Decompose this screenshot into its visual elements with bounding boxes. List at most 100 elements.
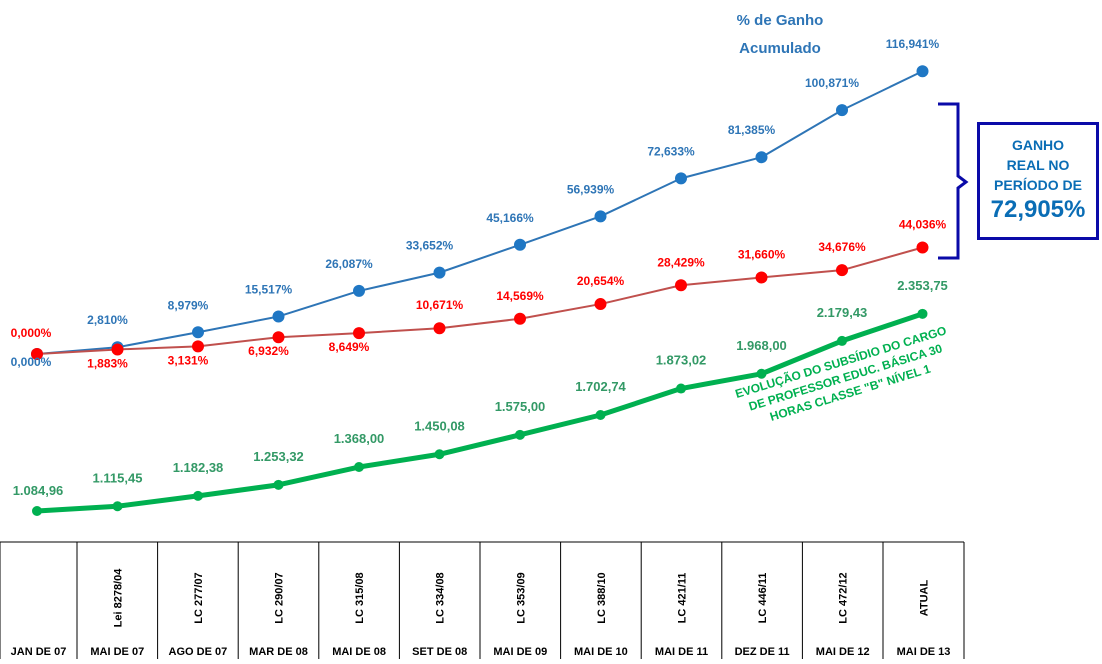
gain-box-value: 72,905% [990, 196, 1086, 223]
data-label-2-3: 1.253,32 [253, 449, 304, 464]
category-label-11: MAI DE 13 [897, 646, 951, 658]
data-point-0-8 [675, 172, 687, 185]
data-label-1-6: 14,569% [496, 289, 544, 303]
category-label-6: MAI DE 09 [493, 646, 547, 658]
category-label-2: AGO DE 07 [169, 646, 228, 658]
series-title-line-2: Acumulado [739, 40, 821, 57]
data-label-0-1: 2,810% [87, 313, 128, 327]
category-label-0: JAN DE 07 [11, 646, 67, 658]
data-label-2-2: 1.182,38 [173, 460, 224, 475]
data-point-2-6 [515, 429, 525, 440]
data-point-0-2 [192, 326, 204, 339]
data-point-1-7 [594, 298, 607, 311]
data-point-1-9 [755, 271, 768, 284]
data-point-0-3 [272, 310, 285, 323]
law-label-6: LC 353/09 [515, 572, 527, 623]
gain-box-line-2: REAL NO [1006, 157, 1070, 173]
data-label-2-9: 1.968,00 [736, 338, 787, 353]
data-point-0-4 [353, 284, 365, 297]
category-label-4: MAI DE 08 [332, 646, 386, 658]
category-label-3: MAR DE 08 [249, 646, 308, 658]
data-label-2-0: 1.084,96 [13, 483, 64, 498]
data-point-1-11 [916, 241, 929, 254]
data-label-2-11: 2.353,75 [897, 278, 948, 293]
data-label-0-9: 81,385% [728, 123, 776, 137]
data-label-1-2: 3,131% [168, 353, 209, 367]
data-label-2-7: 1.702,74 [575, 379, 626, 394]
law-label-7: LC 388/10 [596, 572, 608, 623]
data-label-1-11: 44,036% [899, 218, 947, 232]
data-label-1-5: 10,671% [416, 298, 464, 312]
data-label-1-8: 28,429% [657, 255, 705, 269]
series-line-1 [36, 246, 923, 355]
data-label-1-9: 31,660% [738, 247, 786, 261]
data-point-0-7 [594, 210, 607, 223]
series-points [31, 65, 929, 516]
law-label-11: ATUAL [919, 580, 931, 617]
category-label-9: DEZ DE 11 [735, 646, 790, 658]
law-label-10: LC 472/12 [838, 572, 850, 623]
data-label-0-2: 8,979% [168, 298, 209, 312]
data-point-0-9 [755, 151, 768, 164]
gain-box: GANHO REAL NO PERÍODO DE 72,905% [977, 122, 1099, 240]
data-point-2-2 [193, 490, 203, 501]
data-label-0-11: 116,941% [886, 37, 940, 51]
law-label-3: LC 290/07 [274, 572, 286, 623]
data-point-2-4 [354, 462, 364, 473]
data-point-2-10 [837, 335, 847, 346]
data-point-1-1 [111, 343, 124, 356]
law-label-4: LC 315/08 [354, 572, 366, 623]
gain-brace-path [938, 102, 969, 260]
data-point-0-10 [836, 104, 848, 117]
series-lines [36, 70, 924, 514]
gain-box-line-1: GANHO [1011, 137, 1065, 153]
data-point-2-11 [917, 308, 928, 319]
data-labels: 0,000% 2,810% 8,979% 15,517% 26,087% 33,652% 4… [11, 37, 948, 498]
data-point-1-8 [675, 279, 687, 292]
series-line-2 [36, 311, 924, 514]
data-label-0-6: 45,166% [486, 211, 534, 225]
gain-brace [938, 102, 969, 260]
data-label-1-1: 1,883% [87, 356, 128, 370]
data-label-1-7: 20,654% [577, 274, 625, 288]
law-label-2: LC 277/07 [193, 572, 205, 623]
data-point-1-0 [31, 348, 43, 360]
category-table: JAN DE 07 MAI DE 07 Lei 8278/04 AGO DE 07 LC… [0, 541, 965, 659]
data-label-1-10: 34,676% [818, 240, 866, 254]
data-label-0-4: 26,087% [325, 257, 373, 271]
data-label-0-8: 72,633% [647, 144, 695, 158]
data-label-2-5: 1.450,08 [414, 418, 465, 433]
data-label-0-0: 0,000% [11, 355, 52, 369]
data-point-1-6 [514, 312, 526, 325]
data-point-1-2 [192, 340, 204, 353]
data-point-1-4 [353, 327, 365, 340]
series-line-0 [36, 70, 923, 355]
data-point-2-8 [676, 383, 686, 394]
data-point-2-3 [273, 479, 284, 490]
data-label-2-6: 1.575,00 [495, 399, 546, 414]
data-point-1-10 [836, 264, 848, 277]
category-label-5: SET DE 08 [412, 646, 467, 658]
law-label-8: LC 421/11 [677, 573, 689, 624]
data-point-1-3 [272, 331, 285, 344]
law-label-1: Lei 8278/04 [112, 568, 124, 628]
data-label-1-3: 6,932% [248, 344, 289, 358]
data-label-1-0: 0,000% [11, 326, 52, 340]
series-title-line-1: % de Ganho [737, 12, 824, 29]
data-label-0-3: 15,517% [245, 282, 293, 296]
gain-box-line-3: PERÍODO DE [994, 177, 1082, 193]
data-point-1-5 [433, 322, 446, 335]
law-label-5: LC 334/08 [435, 572, 447, 623]
data-point-2-0 [32, 506, 42, 516]
data-label-0-10: 100,871% [805, 76, 859, 90]
data-point-0-6 [514, 238, 526, 251]
data-point-2-7 [595, 409, 606, 420]
data-label-0-7: 56,939% [567, 182, 615, 196]
category-label-1: MAI DE 07 [90, 646, 144, 658]
data-label-1-4: 8,649% [329, 340, 370, 354]
data-point-2-1 [112, 501, 123, 512]
data-point-0-11 [916, 65, 929, 78]
data-point-2-9 [756, 368, 767, 379]
data-point-2-5 [434, 449, 445, 460]
